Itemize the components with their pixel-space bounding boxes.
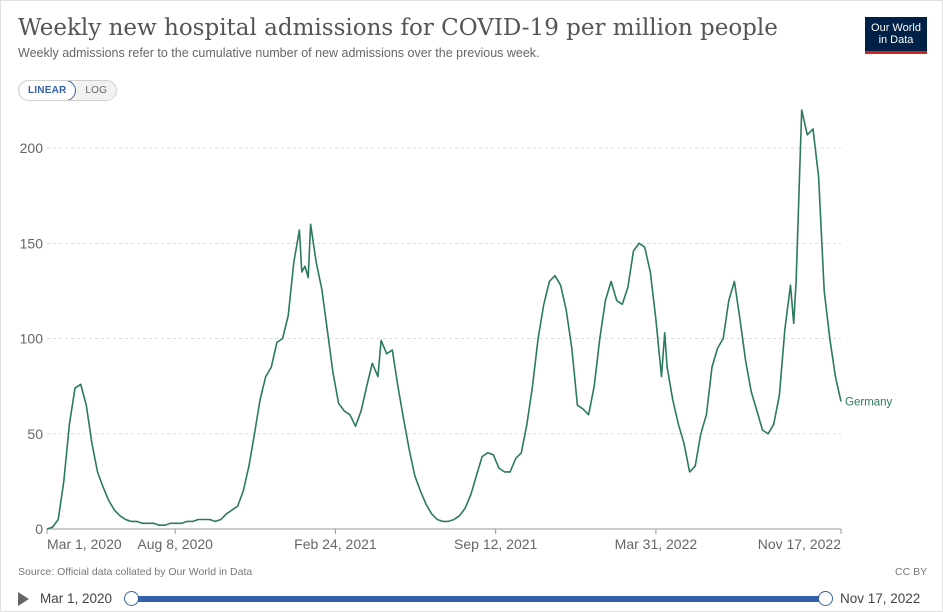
scale-toggle: LINEAR LOG [18, 80, 118, 101]
linear-scale-button[interactable]: LINEAR [19, 81, 77, 100]
x-tick-label: Nov 17, 2022 [758, 536, 841, 552]
x-axis: Mar 1, 2020 Aug 8, 2020 Feb 24, 2021 Sep 12… [46, 528, 842, 552]
logo-line-1: Our World [871, 22, 921, 34]
series-label-germany: Germany [845, 396, 893, 408]
series-line-germany [46, 109, 842, 530]
owid-logo[interactable]: Our World in Data [865, 17, 927, 54]
timeline-track[interactable] [130, 596, 826, 602]
chart-subtitle: Weekly admissions refer to the cumulativ… [18, 46, 540, 60]
y-tick-label: 150 [20, 235, 44, 251]
log-scale-button[interactable]: LOG [76, 81, 117, 100]
y-tick-label: 200 [20, 140, 44, 156]
timeline-start-handle[interactable] [124, 591, 139, 606]
timeline-start-label: Mar 1, 2020 [40, 591, 113, 606]
timeline-slider: Mar 1, 2020 Nov 17, 2022 [18, 590, 928, 610]
y-tick-label: 100 [20, 331, 44, 347]
license-link[interactable]: CC BY [895, 566, 928, 578]
x-tick-label: Sep 12, 2021 [454, 536, 538, 552]
chart-title: Weekly new hospital admissions for COVID… [18, 15, 778, 41]
grid-layer [47, 147, 841, 435]
timeline-end-handle[interactable] [818, 591, 833, 606]
series-layer: Germany [46, 109, 893, 530]
x-tick-label: Mar 31, 2022 [615, 536, 698, 552]
logo-line-2: in Data [878, 34, 914, 46]
x-tick-label: Mar 1, 2020 [47, 536, 122, 552]
y-axis-ticks: 0 50 100 150 200 [20, 140, 44, 537]
timeline-end-label: Nov 17, 2022 [840, 591, 921, 606]
play-icon[interactable] [18, 592, 29, 606]
x-tick-label: Aug 8, 2020 [137, 536, 213, 552]
source-note: Source: Official data collated by Our Wo… [18, 566, 253, 578]
y-tick-label: 0 [35, 521, 43, 537]
line-chart: 0 50 100 150 200 Mar 1, 2020 Aug 8, 2020 Feb 2… [20, 109, 893, 552]
x-tick-label: Feb 24, 2021 [294, 536, 377, 552]
y-tick-label: 50 [27, 426, 43, 442]
